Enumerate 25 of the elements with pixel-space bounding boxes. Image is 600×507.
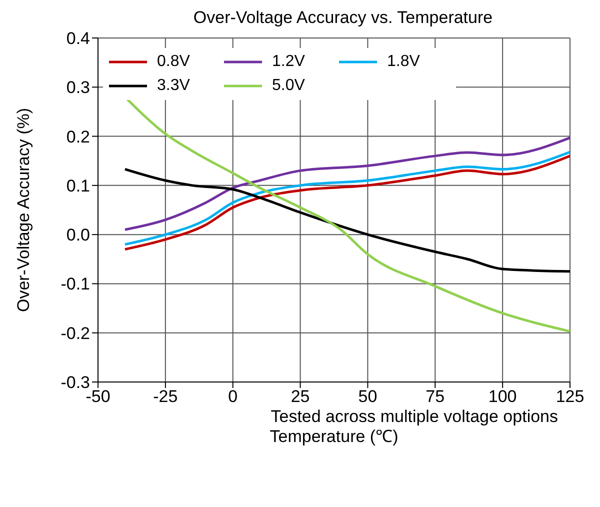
x-tick-label: 100 bbox=[488, 387, 517, 406]
y-tick-label: 0.4 bbox=[66, 29, 90, 48]
y-axis-title: Over-Voltage Accuracy (%) bbox=[14, 108, 34, 312]
x-tick-label: 75 bbox=[426, 387, 445, 406]
y-tick-label: 0.1 bbox=[66, 176, 90, 196]
line-series bbox=[124, 136, 570, 231]
chart-title: Over-Voltage Accuracy vs. Temperature bbox=[192, 8, 494, 28]
y-tick-label: -0.1 bbox=[60, 274, 90, 294]
y-tick-label: 0.3 bbox=[66, 78, 90, 98]
x-tick-label: -25 bbox=[153, 387, 178, 406]
legend-label: 0.8V bbox=[157, 53, 190, 71]
legend-label: 1.2V bbox=[272, 53, 305, 71]
y-tick-label: 0.0 bbox=[66, 226, 90, 245]
x-tick-label: 50 bbox=[358, 387, 378, 406]
legend-label: 1.8V bbox=[387, 53, 420, 71]
y-tick-label: 0.2 bbox=[66, 127, 90, 146]
x-tick-label: 25 bbox=[290, 387, 310, 406]
line-series bbox=[124, 168, 570, 273]
y-tick-label: -0.2 bbox=[60, 324, 90, 343]
legend-label: 3.3V bbox=[157, 77, 190, 95]
text: Tested across multiple voltage options bbox=[266, 407, 562, 427]
x-tick-label: 0 bbox=[228, 387, 238, 406]
x-tick-label: 125 bbox=[556, 387, 584, 406]
legend-label: 5.0V bbox=[272, 77, 305, 95]
x-axis-title: Temperature (℃) bbox=[270, 427, 398, 446]
